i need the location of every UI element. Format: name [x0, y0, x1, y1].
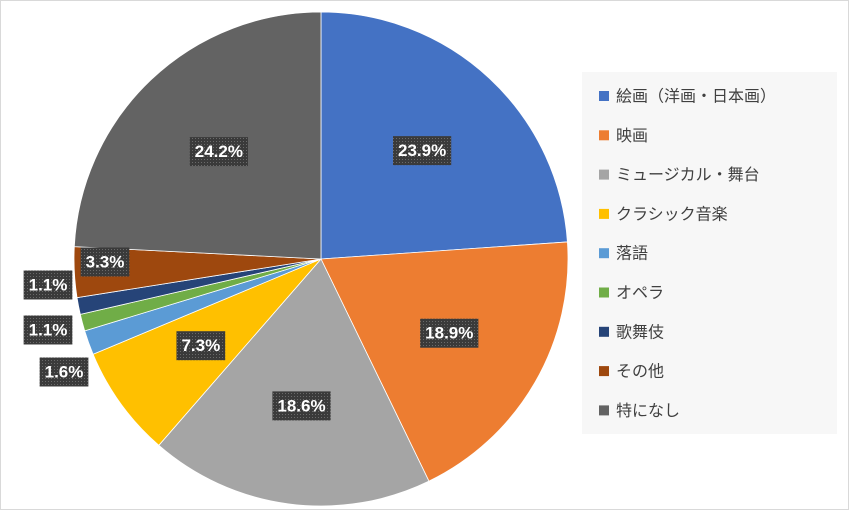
legend-swatch	[599, 91, 609, 101]
data-label-box	[23, 270, 73, 300]
data-label: 18.6%	[277, 396, 325, 415]
legend-label: ミュージカル・舞台	[616, 165, 760, 184]
legend-label: 落語	[616, 244, 648, 263]
legend-label: 映画	[616, 126, 648, 145]
data-label-box	[39, 357, 89, 387]
legend-label: 歌舞伎	[616, 322, 664, 341]
data-label-box	[80, 247, 130, 277]
data-label: 23.9%	[398, 141, 446, 160]
legend-swatch	[599, 405, 609, 416]
legend-swatch	[599, 169, 609, 180]
pie-slice	[320, 241, 569, 482]
data-label-box	[189, 137, 248, 167]
data-label-box	[23, 315, 73, 345]
legend-swatch	[599, 326, 609, 337]
legend-label: クラシック音楽	[616, 204, 728, 223]
data-label: 3.3%	[86, 252, 125, 271]
pie-slice	[158, 258, 430, 507]
legend-swatch	[599, 130, 609, 141]
data-label-box	[393, 136, 452, 166]
pie-slice	[73, 11, 322, 260]
data-label-box	[272, 391, 331, 421]
data-label: 1.6%	[45, 362, 84, 381]
legend-swatch	[599, 366, 609, 377]
legend-box	[582, 72, 837, 434]
data-label: 7.3%	[181, 336, 220, 355]
data-label: 1.1%	[29, 275, 68, 294]
data-label-box	[420, 318, 479, 348]
pie-slice	[320, 11, 568, 260]
data-label-box	[176, 331, 226, 361]
legend-label: 絵画（洋画・日本画）	[616, 87, 776, 106]
data-label: 18.9%	[425, 324, 473, 343]
legend-swatch	[599, 248, 609, 259]
legend-label: 特になし	[616, 401, 680, 420]
legend-label: その他	[616, 362, 664, 381]
legend-swatch	[599, 287, 609, 298]
data-label: 24.2%	[195, 142, 243, 161]
legend-label: オペラ	[616, 283, 664, 302]
data-label: 1.1%	[29, 320, 68, 339]
legend-swatch	[599, 208, 609, 219]
